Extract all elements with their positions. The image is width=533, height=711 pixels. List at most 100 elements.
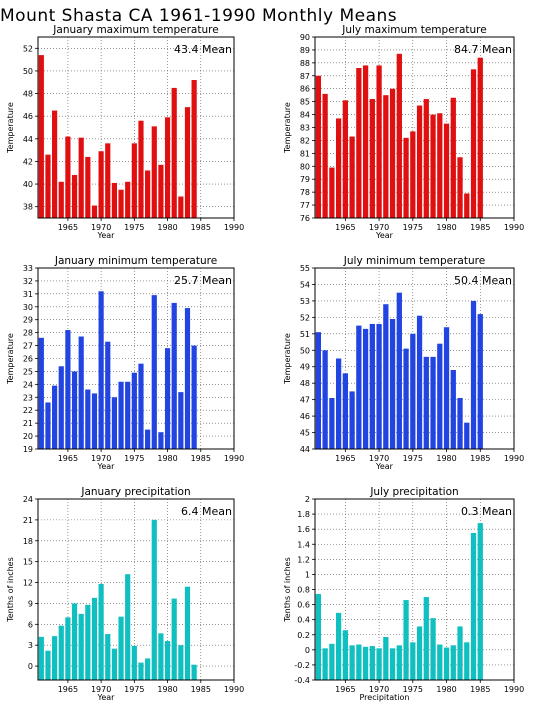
y-tick-label: 85 bbox=[300, 98, 310, 107]
x-tick-label: 1990 bbox=[504, 223, 524, 232]
y-tick-label: 84 bbox=[300, 111, 310, 120]
bar-1976 bbox=[416, 626, 423, 680]
bar-1969 bbox=[369, 99, 375, 218]
bar-1967 bbox=[356, 68, 362, 219]
chart-title: January precipitation bbox=[80, 486, 190, 498]
bar-1965 bbox=[65, 617, 71, 680]
bar-1975 bbox=[410, 131, 416, 218]
bar-1969 bbox=[91, 597, 98, 680]
x-tick-label: 1980 bbox=[436, 454, 456, 463]
y-tick-label: 52 bbox=[23, 44, 33, 53]
bar-1979 bbox=[158, 432, 164, 449]
bar-1966 bbox=[71, 175, 78, 218]
y-tick-label: 82 bbox=[300, 136, 310, 145]
x-tick-label: 1965 bbox=[58, 223, 78, 232]
bar-1971 bbox=[383, 304, 389, 449]
y-axis-label: Temperature bbox=[6, 333, 15, 385]
bar-1980 bbox=[443, 123, 450, 218]
bar-1977 bbox=[423, 597, 429, 680]
bar-1984 bbox=[470, 532, 477, 680]
mean-label: 0.3 Mean bbox=[461, 505, 512, 518]
bar-1985 bbox=[477, 57, 483, 218]
bar-1971 bbox=[383, 637, 389, 680]
bar-1975 bbox=[131, 372, 137, 449]
y-tick-label: 12 bbox=[23, 579, 33, 588]
y-tick-label: 29 bbox=[23, 316, 33, 325]
y-tick-label: 80 bbox=[300, 162, 310, 171]
bar-1981 bbox=[171, 87, 177, 218]
y-tick-label: 89 bbox=[300, 46, 310, 55]
bar-1962 bbox=[322, 350, 328, 449]
x-tick-label: 1975 bbox=[124, 454, 144, 463]
x-tick-label: 1965 bbox=[335, 454, 355, 463]
bar-1970 bbox=[376, 323, 382, 449]
bar-1961 bbox=[315, 332, 322, 449]
x-tick-label: 1980 bbox=[157, 223, 177, 232]
bar-1976 bbox=[416, 315, 423, 449]
bar-1980 bbox=[164, 641, 171, 680]
bar-1965 bbox=[342, 100, 348, 218]
bar-1977 bbox=[145, 429, 151, 449]
y-tick-label: 45 bbox=[300, 429, 310, 438]
bar-1978 bbox=[151, 126, 157, 218]
y-tick-label: 52 bbox=[300, 313, 310, 322]
x-tick-label: 1990 bbox=[504, 685, 524, 694]
y-tick-label: 86 bbox=[300, 85, 310, 94]
x-tick-label: 1970 bbox=[369, 454, 389, 463]
x-tick-label: 1975 bbox=[403, 454, 423, 463]
y-tick-label: 42 bbox=[23, 157, 33, 166]
bar-1981 bbox=[450, 97, 456, 218]
bar-1963 bbox=[329, 397, 335, 449]
y-tick-label: 44 bbox=[23, 135, 33, 144]
bar-1966 bbox=[71, 371, 78, 449]
y-tick-label: 0.4 bbox=[297, 616, 310, 625]
bar-1970 bbox=[98, 151, 104, 218]
y-tick-label: 28 bbox=[23, 329, 33, 338]
x-tick-label: 1970 bbox=[369, 223, 389, 232]
chart-title: January minimum temperature bbox=[54, 255, 217, 267]
bar-1974 bbox=[403, 137, 409, 218]
y-tick-label: 55 bbox=[300, 264, 310, 273]
bar-1972 bbox=[111, 182, 117, 218]
bar-1962 bbox=[45, 650, 51, 680]
bar-1980 bbox=[164, 348, 171, 449]
bar-1970 bbox=[98, 291, 104, 449]
y-tick-label: 27 bbox=[23, 342, 33, 351]
bar-1972 bbox=[111, 648, 117, 680]
bar-1972 bbox=[389, 319, 396, 449]
y-tick-label: 54 bbox=[300, 280, 310, 289]
bar-1970 bbox=[376, 648, 382, 680]
bar-1983 bbox=[184, 308, 191, 449]
plot-frame bbox=[314, 267, 515, 450]
bar-1984 bbox=[470, 69, 477, 218]
bar-1980 bbox=[443, 327, 450, 449]
bar-1969 bbox=[91, 205, 98, 218]
chart-title: January maximum temperature bbox=[52, 24, 218, 36]
bar-1963 bbox=[52, 636, 58, 680]
bar-1968 bbox=[362, 65, 369, 218]
bar-1972 bbox=[111, 397, 117, 449]
bar-1984 bbox=[470, 300, 477, 449]
bar-1963 bbox=[52, 110, 58, 218]
bar-1977 bbox=[423, 356, 429, 449]
y-tick-label: 47 bbox=[300, 396, 310, 405]
y-tick-label: 79 bbox=[300, 175, 310, 184]
bar-1964 bbox=[58, 366, 64, 449]
x-tick-label: 1990 bbox=[224, 685, 244, 694]
y-tick-label: 78 bbox=[300, 188, 310, 197]
bar-1983 bbox=[184, 586, 191, 680]
x-tick-label: 1970 bbox=[91, 454, 111, 463]
y-tick-label: 49 bbox=[300, 363, 310, 372]
x-tick-label: 1985 bbox=[191, 454, 211, 463]
bar-1974 bbox=[403, 600, 409, 680]
y-tick-label: 32 bbox=[23, 277, 33, 286]
plot-frame bbox=[37, 498, 235, 681]
bar-1973 bbox=[396, 645, 402, 680]
chart-title: July maximum temperature bbox=[341, 24, 486, 36]
x-tick-label: 1990 bbox=[504, 454, 524, 463]
y-axis-label: Tenths of inches bbox=[283, 557, 292, 623]
bar-1982 bbox=[457, 626, 463, 680]
y-tick-label: 48 bbox=[23, 90, 33, 99]
x-tick-label: 1975 bbox=[124, 685, 144, 694]
y-axis-label: Tenths of inches bbox=[6, 557, 15, 623]
